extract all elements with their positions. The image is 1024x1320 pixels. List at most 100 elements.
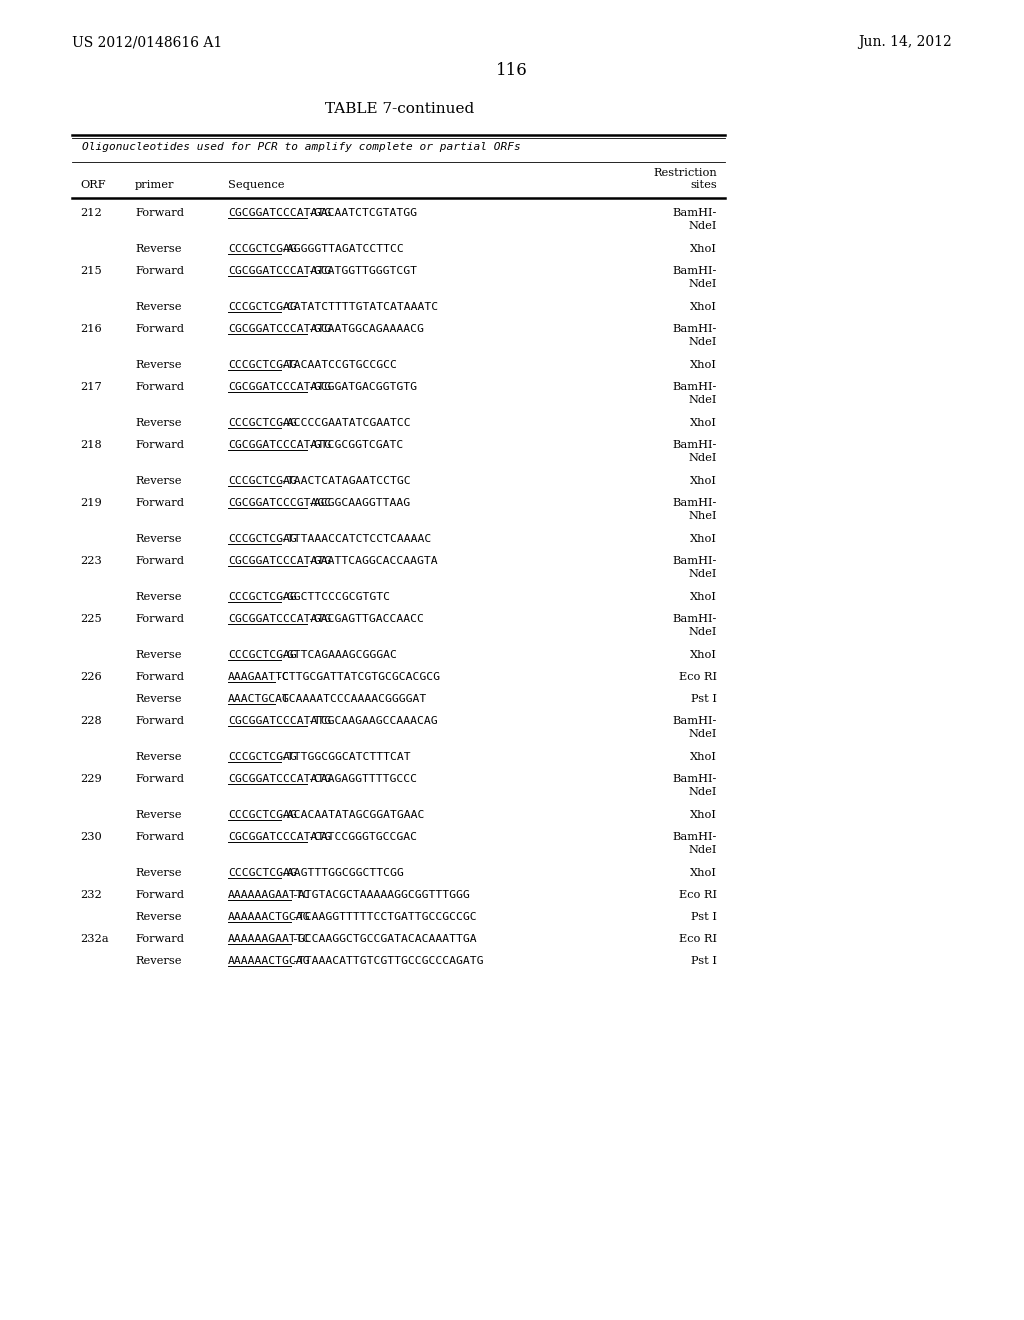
Text: -GTCGCGGTCGATC: -GTCGCGGTCGATC (307, 440, 403, 450)
Text: BamHI-: BamHI- (673, 498, 717, 508)
Text: CGCGGATCCCATATG: CGCGGATCCCATATG (228, 832, 331, 842)
Text: Forward: Forward (135, 672, 184, 682)
Text: BamHI-: BamHI- (673, 381, 717, 392)
Text: -ACGGCAAGGTTAAG: -ACGGCAAGGTTAAG (307, 498, 410, 508)
Text: Pst I: Pst I (691, 912, 717, 921)
Text: -CTTGCGATTATCGTGCGCACGCG: -CTTGCGATTATCGTGCGCACGCG (275, 672, 440, 682)
Text: CGCGGATCCCATATG: CGCGGATCCCATATG (228, 614, 331, 624)
Text: CGCGGATCCCATATG: CGCGGATCCCATATG (228, 440, 331, 450)
Text: CCCGCTCGAG: CCCGCTCGAG (228, 649, 297, 660)
Text: primer: primer (135, 180, 174, 190)
Text: XhoI: XhoI (690, 649, 717, 660)
Text: 228: 228 (80, 715, 101, 726)
Text: 226: 226 (80, 672, 101, 682)
Text: XhoI: XhoI (690, 591, 717, 602)
Text: Reverse: Reverse (135, 591, 181, 602)
Text: US 2012/0148616 A1: US 2012/0148616 A1 (72, 36, 222, 49)
Text: Reverse: Reverse (135, 810, 181, 820)
Text: Forward: Forward (135, 209, 184, 218)
Text: Forward: Forward (135, 381, 184, 392)
Text: CGCGGATCCCATATG: CGCGGATCCCATATG (228, 381, 331, 392)
Text: CCCGCTCGAG: CCCGCTCGAG (228, 302, 297, 312)
Text: NdeI: NdeI (688, 845, 717, 855)
Text: ORF: ORF (80, 180, 105, 190)
Text: Forward: Forward (135, 498, 184, 508)
Text: XhoI: XhoI (690, 535, 717, 544)
Text: -GCATGGTTGGGTCGT: -GCATGGTTGGGTCGT (307, 267, 417, 276)
Text: XhoI: XhoI (690, 360, 717, 370)
Text: 218: 218 (80, 440, 101, 450)
Text: CGCGGATCCCATATG: CGCGGATCCCATATG (228, 323, 331, 334)
Text: -TCAAAATCCCAAAACGGGGAT: -TCAAAATCCCAAAACGGGGAT (275, 694, 427, 704)
Text: -AAGTTTGGCGGCTTCGG: -AAGTTTGGCGGCTTCGG (281, 869, 404, 878)
Text: NdeI: NdeI (688, 279, 717, 289)
Text: Reverse: Reverse (135, 477, 181, 486)
Text: XhoI: XhoI (690, 302, 717, 312)
Text: Eco RI: Eco RI (679, 935, 717, 944)
Text: 229: 229 (80, 774, 101, 784)
Text: CCCGCTCGAG: CCCGCTCGAG (228, 591, 297, 602)
Text: -TCAAGGTTTTTCCTGATTGCCGCCGC: -TCAAGGTTTTTCCTGATTGCCGCCGC (291, 912, 476, 921)
Text: -GAATTCAGGCACCAAGTA: -GAATTCAGGCACCAAGTA (307, 556, 437, 566)
Text: Forward: Forward (135, 715, 184, 726)
Text: Reverse: Reverse (135, 535, 181, 544)
Text: CGCGGATCCCATATG: CGCGGATCCCATATG (228, 715, 331, 726)
Text: -GACGAGTTGACCAACC: -GACGAGTTGACCAACC (307, 614, 424, 624)
Text: 232a: 232a (80, 935, 109, 944)
Text: CCCGCTCGAG: CCCGCTCGAG (228, 360, 297, 370)
Text: XhoI: XhoI (690, 810, 717, 820)
Text: Pst I: Pst I (691, 694, 717, 704)
Text: 232: 232 (80, 890, 101, 900)
Text: AAAGAATTC: AAAGAATTC (228, 672, 290, 682)
Text: 215: 215 (80, 267, 101, 276)
Text: -TACAATCCGTGCCGCC: -TACAATCCGTGCCGCC (281, 360, 397, 370)
Text: Forward: Forward (135, 774, 184, 784)
Text: Reverse: Reverse (135, 752, 181, 762)
Text: NdeI: NdeI (688, 453, 717, 463)
Text: XhoI: XhoI (690, 869, 717, 878)
Text: NheI: NheI (688, 511, 717, 521)
Text: 216: 216 (80, 323, 101, 334)
Text: Reverse: Reverse (135, 244, 181, 253)
Text: Reverse: Reverse (135, 302, 181, 312)
Text: Forward: Forward (135, 323, 184, 334)
Text: -TTTGGCGGCATCTTTCAT: -TTTGGCGGCATCTTTCAT (281, 752, 411, 762)
Text: CGCGGATCCCATATG: CGCGGATCCCATATG (228, 267, 331, 276)
Text: 223: 223 (80, 556, 101, 566)
Text: Restriction: Restriction (653, 168, 717, 178)
Text: Eco RI: Eco RI (679, 890, 717, 900)
Text: -ACACAATATAGCGGATGAAC: -ACACAATATAGCGGATGAAC (281, 810, 425, 820)
Text: XhoI: XhoI (690, 244, 717, 253)
Text: CCCGCTCGAG: CCCGCTCGAG (228, 869, 297, 878)
Text: -GGCTTCCCGCGTGTC: -GGCTTCCCGCGTGTC (281, 591, 390, 602)
Text: -AGGGGTTAGATCCTTCC: -AGGGGTTAGATCCTTCC (281, 244, 404, 253)
Text: Forward: Forward (135, 890, 184, 900)
Text: Reverse: Reverse (135, 649, 181, 660)
Text: XhoI: XhoI (690, 752, 717, 762)
Text: -GTTCAGAAAGCGGGAC: -GTTCAGAAAGCGGGAC (281, 649, 397, 660)
Text: NdeI: NdeI (688, 627, 717, 638)
Text: CGCGGATCCCATATG: CGCGGATCCCATATG (228, 556, 331, 566)
Text: XhoI: XhoI (690, 477, 717, 486)
Text: BamHI-: BamHI- (673, 715, 717, 726)
Text: Forward: Forward (135, 556, 184, 566)
Text: CCCGCTCGAG: CCCGCTCGAG (228, 810, 297, 820)
Text: BamHI-: BamHI- (673, 323, 717, 334)
Text: Reverse: Reverse (135, 869, 181, 878)
Text: 219: 219 (80, 498, 101, 508)
Text: NdeI: NdeI (688, 569, 717, 579)
Text: NdeI: NdeI (688, 337, 717, 347)
Text: CCCGCTCGAG: CCCGCTCGAG (228, 752, 297, 762)
Text: 230: 230 (80, 832, 101, 842)
Text: 116: 116 (496, 62, 528, 79)
Text: XhoI: XhoI (690, 418, 717, 428)
Text: Jun. 14, 2012: Jun. 14, 2012 (858, 36, 952, 49)
Text: AAAAAACTGCAG: AAAAAACTGCAG (228, 956, 310, 966)
Text: Reverse: Reverse (135, 956, 181, 966)
Text: -TAACTCATAGAATCCTGC: -TAACTCATAGAATCCTGC (281, 477, 411, 486)
Text: Oligonucleotides used for PCR to amplify complete or partial ORFs: Oligonucleotides used for PCR to amplify… (82, 143, 521, 152)
Text: -TCGCAAGAAGCCAAACAG: -TCGCAAGAAGCCAAACAG (307, 715, 437, 726)
Text: BamHI-: BamHI- (673, 614, 717, 624)
Text: BamHI-: BamHI- (673, 832, 717, 842)
Text: BamHI-: BamHI- (673, 774, 717, 784)
